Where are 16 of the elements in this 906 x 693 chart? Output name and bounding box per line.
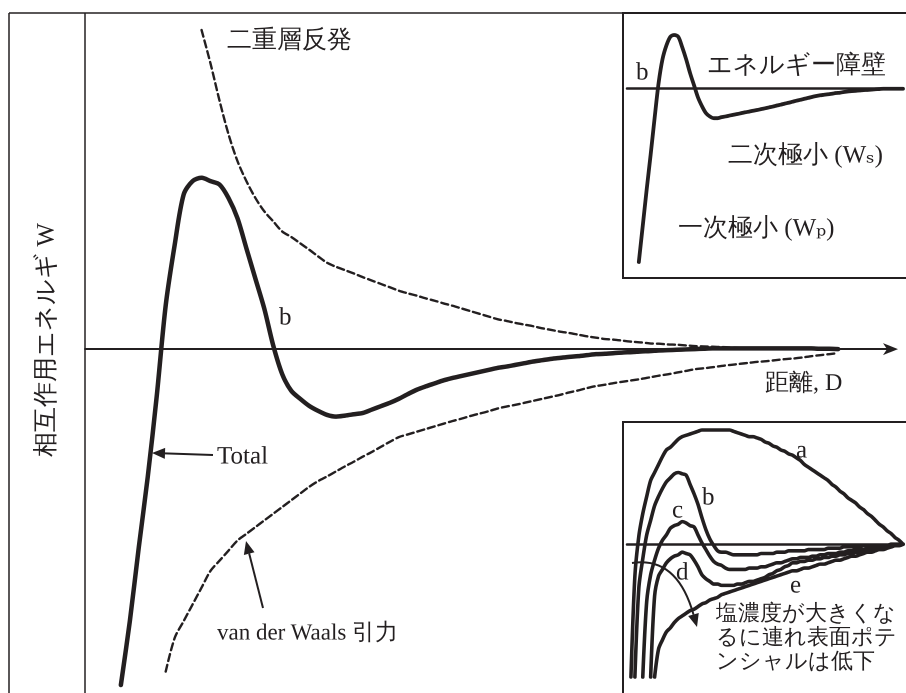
annotation: 塩濃度が大きくなるに連れ表面ポテンシャルは低下 — [716, 600, 898, 674]
annotation: b — [279, 304, 292, 330]
legend-label: Total — [217, 442, 268, 470]
annotation: エネルギー障壁 — [707, 52, 886, 78]
annotation: 一次極小 (Wₚ) — [678, 214, 834, 242]
series-label: van der Waals 引力 — [217, 620, 398, 644]
series-label: b — [702, 484, 714, 510]
y-axis-title: 相互作用エネルギ W — [32, 223, 60, 457]
series-label: a — [796, 436, 808, 464]
series-label: b — [636, 58, 648, 86]
series-label: 二重層反発 — [227, 26, 352, 54]
annotation: 二次極小 (Wₛ) — [728, 142, 883, 168]
series-label: c — [672, 496, 684, 524]
series-label: e — [790, 572, 802, 598]
x-axis-title: 距離, D — [765, 370, 842, 396]
series-label: d — [676, 558, 688, 586]
